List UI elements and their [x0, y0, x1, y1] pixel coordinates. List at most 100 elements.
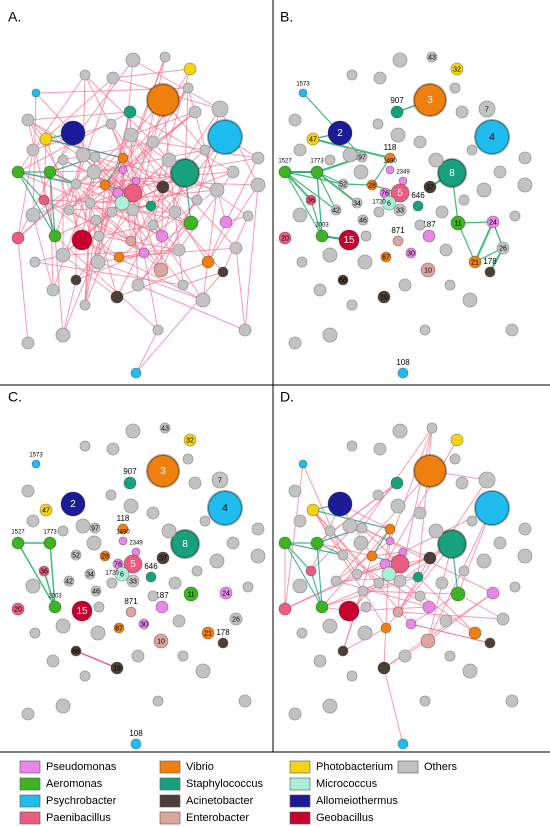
node-label: 21 — [471, 259, 479, 266]
node — [113, 251, 125, 263]
node — [366, 550, 378, 562]
node — [414, 590, 426, 602]
node — [338, 600, 360, 622]
node — [422, 600, 436, 614]
node — [75, 518, 91, 534]
node — [313, 283, 327, 297]
node — [327, 491, 353, 517]
node — [397, 738, 409, 750]
node-label: 646 — [144, 562, 158, 571]
node — [428, 523, 444, 539]
node — [183, 433, 197, 447]
node — [412, 571, 424, 583]
node — [462, 663, 478, 679]
node — [183, 62, 197, 76]
node-label: 871 — [124, 597, 138, 606]
node — [413, 83, 447, 117]
node — [84, 568, 96, 580]
node — [306, 132, 320, 146]
node-label: 42 — [332, 207, 340, 214]
node-label: 76 — [381, 190, 389, 197]
edge — [362, 590, 459, 595]
node — [25, 578, 41, 594]
node — [288, 484, 302, 498]
node-label: 28 — [101, 553, 109, 560]
edge — [52, 171, 95, 291]
node — [426, 422, 438, 434]
edge — [132, 59, 221, 110]
node — [381, 566, 397, 582]
node — [450, 62, 464, 76]
node-label: 1527 — [11, 530, 25, 536]
node — [131, 649, 145, 663]
node — [70, 274, 82, 286]
edge — [371, 551, 404, 557]
node — [55, 247, 71, 263]
node — [55, 698, 71, 714]
node-label: 28 — [368, 182, 376, 189]
edge — [84, 74, 154, 143]
node — [25, 207, 41, 223]
node — [172, 614, 186, 628]
edge — [384, 439, 458, 565]
node-label: 52 — [339, 181, 347, 188]
node-label: 46 — [359, 217, 367, 224]
node — [207, 119, 243, 155]
legend-swatch — [159, 760, 181, 774]
node — [423, 551, 437, 565]
node — [146, 454, 180, 488]
node — [63, 204, 75, 216]
node — [168, 205, 182, 219]
node-label: 26 — [232, 616, 240, 623]
node — [79, 299, 91, 311]
node — [161, 152, 177, 168]
node — [337, 549, 349, 561]
edge — [49, 171, 56, 237]
node-label: 118 — [384, 143, 397, 152]
edge — [284, 171, 323, 237]
node — [366, 179, 378, 191]
edge — [397, 557, 431, 613]
edge — [383, 667, 404, 745]
node — [46, 283, 60, 297]
edge — [17, 171, 77, 185]
node — [293, 514, 307, 528]
node-label: 34 — [86, 571, 94, 578]
node-label: 15 — [76, 606, 88, 617]
node — [455, 105, 469, 119]
node — [130, 367, 142, 379]
node — [306, 503, 320, 517]
node-label: 42 — [65, 578, 73, 585]
node — [21, 707, 35, 721]
node — [372, 489, 384, 501]
node — [420, 633, 436, 649]
node — [105, 489, 117, 501]
legend-label: Psychrobacter — [46, 795, 117, 807]
node — [125, 235, 137, 247]
edge — [98, 235, 180, 251]
node — [373, 577, 385, 589]
edge — [43, 199, 120, 258]
edge — [17, 74, 86, 173]
node — [330, 204, 342, 216]
panel-label: B. — [280, 9, 293, 25]
node-label: 76 — [114, 561, 122, 568]
node — [201, 255, 215, 269]
node — [226, 165, 240, 179]
node — [31, 88, 41, 98]
node-label: 30 — [407, 250, 415, 257]
node — [71, 600, 93, 622]
node — [114, 566, 130, 582]
node — [419, 695, 431, 707]
edge — [97, 184, 106, 263]
node-label: 6 — [120, 571, 124, 578]
node-label: 37 — [159, 555, 167, 562]
node — [57, 154, 69, 166]
legend-swatch — [19, 811, 41, 825]
node — [305, 194, 317, 206]
node — [449, 82, 461, 94]
node — [251, 151, 265, 165]
node — [414, 219, 426, 231]
node — [435, 205, 449, 219]
edge — [335, 540, 391, 582]
